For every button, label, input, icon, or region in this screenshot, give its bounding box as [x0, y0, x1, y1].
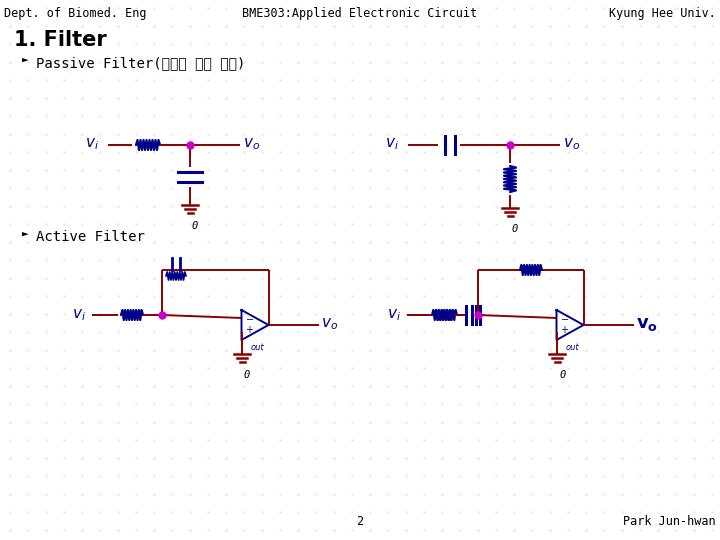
Text: out: out: [565, 343, 579, 352]
Text: Passive Filter(이득이 없는 필터): Passive Filter(이득이 없는 필터): [36, 56, 246, 70]
Text: 1. Filter: 1. Filter: [14, 30, 107, 50]
Text: Active Filter: Active Filter: [36, 230, 145, 244]
Text: $v_i$: $v_i$: [385, 136, 399, 152]
Text: $v_o$: $v_o$: [243, 136, 260, 152]
Text: 0: 0: [512, 224, 518, 234]
Text: out: out: [250, 343, 264, 352]
Text: −: −: [560, 315, 569, 325]
Text: 2: 2: [356, 515, 364, 528]
Text: $v_i$: $v_i$: [387, 307, 401, 323]
Text: $v_i$: $v_i$: [85, 136, 99, 152]
Text: −: −: [246, 315, 253, 325]
Text: 0: 0: [192, 221, 198, 231]
Text: 0: 0: [244, 370, 251, 380]
Text: ►: ►: [22, 56, 29, 66]
Text: Dept. of Biomed. Eng: Dept. of Biomed. Eng: [4, 7, 146, 20]
Text: BME303:Applied Electronic Circuit: BME303:Applied Electronic Circuit: [243, 7, 477, 20]
Text: +: +: [246, 326, 253, 335]
Text: Park Jun-hwan: Park Jun-hwan: [624, 515, 716, 528]
Text: +: +: [560, 326, 569, 335]
Text: $v_o$: $v_o$: [563, 136, 580, 152]
Text: $v_i$: $v_i$: [72, 307, 86, 323]
Text: Kyung Hee Univ.: Kyung Hee Univ.: [609, 7, 716, 20]
Text: ►: ►: [22, 230, 29, 240]
Text: $\mathbf{v_o}$: $\mathbf{v_o}$: [636, 315, 658, 333]
Text: 0: 0: [559, 370, 565, 380]
Text: $v_o$: $v_o$: [321, 316, 338, 332]
